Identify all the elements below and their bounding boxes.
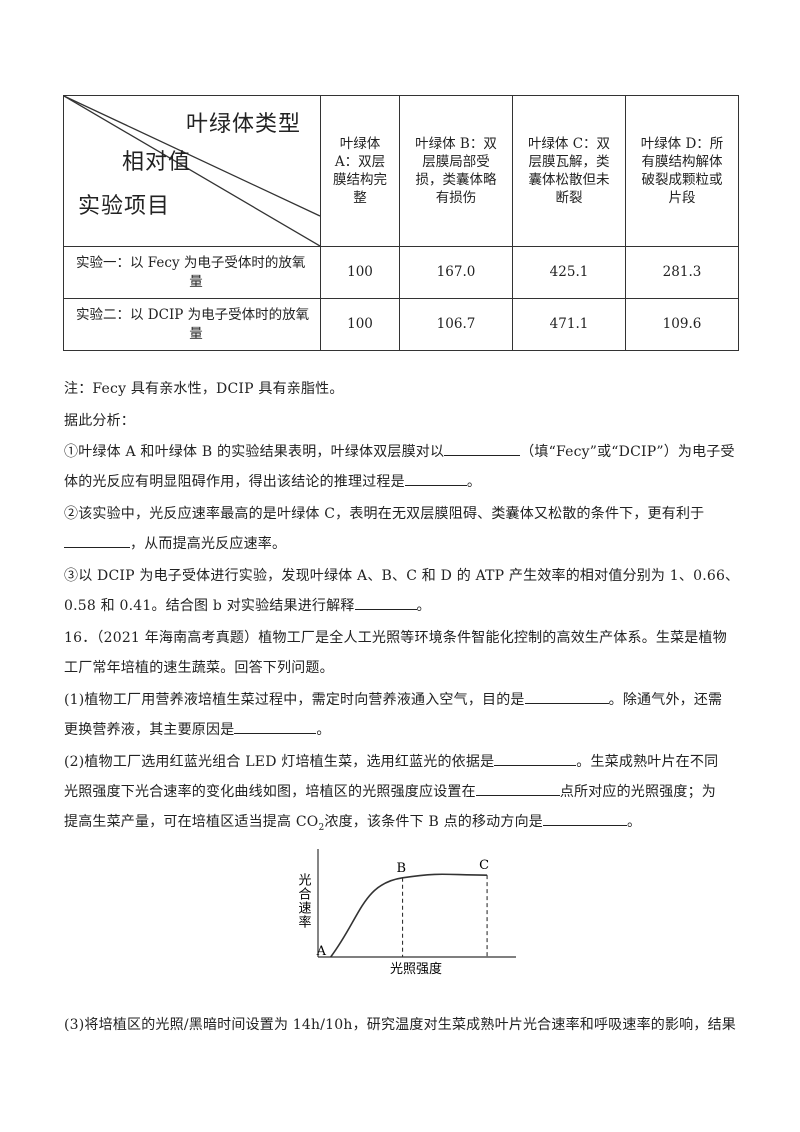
subquestion-2-line-3: 提高生菜产量，可在培植区适当提高 CO2浓度，该条件下 B 点的移动方向是 。 bbox=[64, 811, 641, 833]
header-line: A：双层 bbox=[334, 153, 386, 170]
subquestion-2-line-1: (2)植物工厂选用红蓝光组合 LED 灯培植生菜，选用红蓝光的依据是 。生菜成熟叶… bbox=[64, 751, 718, 771]
answer-blank[interactable] bbox=[524, 689, 609, 704]
row-label-experiment-1: 实验一：以 Fecy 为电子受体时的放氧 量 bbox=[63, 246, 321, 299]
header-line: 整 bbox=[353, 190, 367, 207]
header-line: 有膜结构解体 bbox=[641, 153, 723, 170]
y-axis-label: 光合速率 bbox=[296, 873, 312, 929]
header-line: 层膜局部受 bbox=[422, 153, 490, 170]
header-line: 层膜瓦解，类 bbox=[528, 153, 610, 170]
table-cell: 106.7 bbox=[399, 298, 513, 351]
text-segment: 更换营养液，其主要原因是 bbox=[64, 722, 235, 738]
text-segment: 体的光反应有明显阻碍作用，得出该结论的推理过程是 bbox=[64, 474, 405, 490]
header-line: 有损伤 bbox=[435, 190, 477, 207]
chloroplast-data-table: 叶绿体类型 相对值 实验项目 叶绿体 A：双层 膜结构完 整 叶绿体 B：双 层… bbox=[63, 95, 739, 351]
corner-bottom-label: 实验项目 bbox=[78, 194, 171, 219]
row-label-line: 量 bbox=[189, 273, 203, 290]
table-cell: 425.1 bbox=[512, 246, 626, 299]
question-2-line-2: ，从而提高光反应速率。 bbox=[64, 533, 286, 553]
answer-blank[interactable] bbox=[64, 533, 130, 548]
table-cell: 109.6 bbox=[625, 298, 739, 351]
subquestion-3-line-1: (3)将培植区的光照/黑暗时间设置为 14h/10h，研究温度对生菜成熟叶片光合… bbox=[64, 1017, 736, 1033]
table-header-row: 叶绿体类型 相对值 实验项目 叶绿体 A：双层 膜结构完 整 叶绿体 B：双 层… bbox=[63, 95, 739, 247]
header-line: 膜结构完 bbox=[333, 172, 387, 188]
table-cell: 281.3 bbox=[625, 246, 739, 299]
header-line: 片段 bbox=[668, 190, 696, 207]
x-axis-label: 光照强度 bbox=[390, 961, 442, 975]
point-b-label: B bbox=[397, 861, 407, 876]
question-3-line-1: ③以 DCIP 为电子受体进行实验，发现叶绿体 A、B、C 和 D 的 ATP … bbox=[64, 568, 740, 584]
text-segment: 光照强度下光合速率的变化曲线如图，培植区的光照强度应设置在 bbox=[64, 784, 476, 800]
corner-top-label: 叶绿体类型 bbox=[186, 112, 302, 137]
row-label-line: 量 bbox=[189, 325, 203, 342]
row-label-line: 实验二：以 DCIP 为电子受体时的放氧 bbox=[76, 307, 310, 324]
answer-blank[interactable] bbox=[542, 811, 627, 826]
corner-middle-label: 相对值 bbox=[122, 150, 192, 175]
header-line: 叶绿体 bbox=[339, 135, 381, 152]
analysis-heading: 据此分析： bbox=[64, 413, 135, 429]
text-segment: 。 bbox=[466, 474, 482, 490]
column-header-d: 叶绿体 D：所 有膜结构解体 破裂成颗粒或 片段 bbox=[625, 95, 739, 247]
header-line: 破裂成颗粒或 bbox=[641, 172, 723, 188]
text-segment: (1)植物工厂用营养液培植生菜过程中，需定时向营养液通入空气，目的是 bbox=[64, 692, 525, 708]
answer-blank[interactable] bbox=[475, 781, 560, 796]
text-segment: 0.58 和 0.41。结合图 b 对实验结果进行解释 bbox=[64, 598, 355, 614]
table-cell: 100 bbox=[320, 246, 400, 299]
header-line: 叶绿体 D：所 bbox=[640, 135, 724, 152]
table-row: 实验一：以 Fecy 为电子受体时的放氧 量 100 167.0 425.1 2… bbox=[63, 246, 739, 299]
table-cell: 167.0 bbox=[399, 246, 513, 299]
header-line: 囊体松散但未 bbox=[528, 172, 610, 188]
row-label-experiment-2: 实验二：以 DCIP 为电子受体时的放氧 量 bbox=[63, 298, 321, 351]
subquestion-1-line-1: (1)植物工厂用营养液培植生菜过程中，需定时向营养液通入空气，目的是 。除通气外，… bbox=[64, 689, 722, 709]
table-row: 实验二：以 DCIP 为电子受体时的放氧 量 100 106.7 471.1 1… bbox=[63, 298, 739, 351]
column-header-a: 叶绿体 A：双层 膜结构完 整 bbox=[320, 95, 400, 247]
row-label-line: 实验一：以 Fecy 为电子受体时的放氧 bbox=[76, 255, 306, 272]
answer-blank[interactable] bbox=[444, 441, 521, 456]
problem-16-line-1: 16．（2021 年海南高考真题）植物工厂是全人工光照等环境条件智能化控制的高效… bbox=[64, 630, 727, 646]
question-3-line-2: 0.58 和 0.41。结合图 b 对实验结果进行解释 。 bbox=[64, 595, 431, 615]
text-segment: 。除通气外，还需 bbox=[608, 692, 723, 708]
text-segment: ①叶绿体 A 和叶绿体 B 的实验结果表明，叶绿体双层膜对以 bbox=[64, 444, 445, 460]
subquestion-1-line-2: 更换营养液，其主要原因是 。 bbox=[64, 719, 331, 739]
diagonal-lines bbox=[64, 96, 320, 246]
text-segment: （填“Fecy”或“DCIP”）为电子受 bbox=[520, 444, 735, 460]
answer-blank[interactable] bbox=[354, 595, 417, 610]
table-cell: 471.1 bbox=[512, 298, 626, 351]
answer-blank[interactable] bbox=[234, 719, 317, 734]
text-segment: (2)植物工厂选用红蓝光组合 LED 灯培植生菜，选用红蓝光的依据是 bbox=[64, 754, 495, 770]
question-1-line-1: ①叶绿体 A 和叶绿体 B 的实验结果表明，叶绿体双层膜对以 （填“Fecy”或“… bbox=[64, 441, 735, 461]
question-2-line-1: ②该实验中，光反应速率最高的是叶绿体 C，表明在无双层膜阻碍、类囊体又松散的条件… bbox=[64, 506, 705, 522]
header-line: 断裂 bbox=[555, 190, 583, 207]
note-line: 注：Fecy 具有亲水性，DCIP 具有亲脂性。 bbox=[64, 381, 344, 397]
answer-blank[interactable] bbox=[494, 751, 577, 766]
text-segment: 浓度，该条件下 B 点的移动方向是 bbox=[324, 814, 543, 830]
text-segment: 提高生菜产量，可在培植区适当提高 CO bbox=[64, 814, 319, 830]
text-segment: 。生菜成熟叶片在不同 bbox=[576, 754, 719, 770]
photosynthesis-chart: A B C 光照强度 光合速率 bbox=[296, 849, 516, 975]
header-line: 损，类囊体略 bbox=[415, 172, 497, 188]
table-cell: 100 bbox=[320, 298, 400, 351]
text-segment: 。 bbox=[626, 814, 642, 830]
problem-16-line-2: 工厂常年培植的速生蔬菜。回答下列问题。 bbox=[64, 660, 334, 676]
subscript: 2 bbox=[318, 822, 325, 833]
column-header-c: 叶绿体 C：双 层膜瓦解，类 囊体松散但未 断裂 bbox=[512, 95, 626, 247]
point-c-label: C bbox=[479, 858, 489, 873]
header-line: 叶绿体 B：双 bbox=[415, 135, 497, 152]
column-header-b: 叶绿体 B：双 层膜局部受 损，类囊体略 有损伤 bbox=[399, 95, 513, 247]
text-segment: ，从而提高光反应速率。 bbox=[130, 536, 287, 552]
header-line: 叶绿体 C：双 bbox=[527, 135, 611, 152]
text-segment: 点所对应的光照强度；为 bbox=[559, 784, 717, 800]
point-a-label: A bbox=[316, 944, 327, 959]
text-segment: 。 bbox=[416, 598, 431, 614]
corner-header-cell: 叶绿体类型 相对值 实验项目 bbox=[63, 95, 321, 247]
question-1-line-2: 体的光反应有明显阻碍作用，得出该结论的推理过程是 。 bbox=[64, 471, 481, 491]
answer-blank[interactable] bbox=[404, 471, 467, 486]
rate-curve bbox=[330, 873, 488, 958]
text-segment: 。 bbox=[316, 722, 331, 738]
subquestion-2-line-2: 光照强度下光合速率的变化曲线如图，培植区的光照强度应设置在 点所对应的光照强度；为 bbox=[64, 781, 716, 801]
